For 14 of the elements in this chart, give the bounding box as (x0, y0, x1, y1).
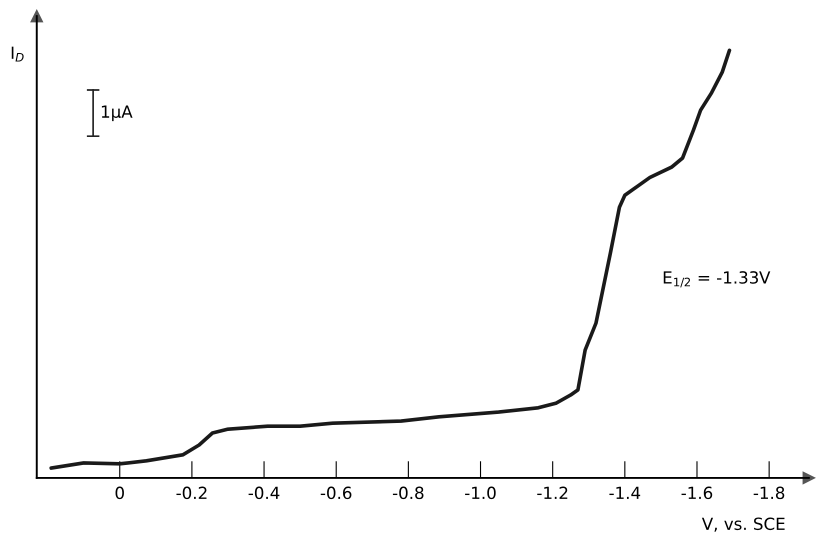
annotation: E$_{1/2}$ = -1.33V (664, 271, 770, 288)
x-tick-label: -1.8 (754, 486, 784, 500)
x-axis-title: V, vs. SCE (702, 517, 785, 532)
annotation: 1μA (102, 106, 133, 122)
x-tick-label: 0 (116, 486, 124, 500)
y-axis-title: I$_{D}$ (12, 46, 24, 62)
x-tick-label: -0.2 (176, 486, 206, 500)
x-tick-label: -0.8 (392, 486, 424, 500)
x-tick-label: -1.0 (465, 486, 496, 500)
x-tick-label: -0.6 (320, 486, 352, 500)
x-tick-label: -1.6 (682, 486, 712, 500)
x-tick-label: -0.4 (248, 486, 280, 500)
x-tick-label: -1.4 (609, 486, 640, 499)
x-tick-label: -1.2 (537, 486, 568, 499)
